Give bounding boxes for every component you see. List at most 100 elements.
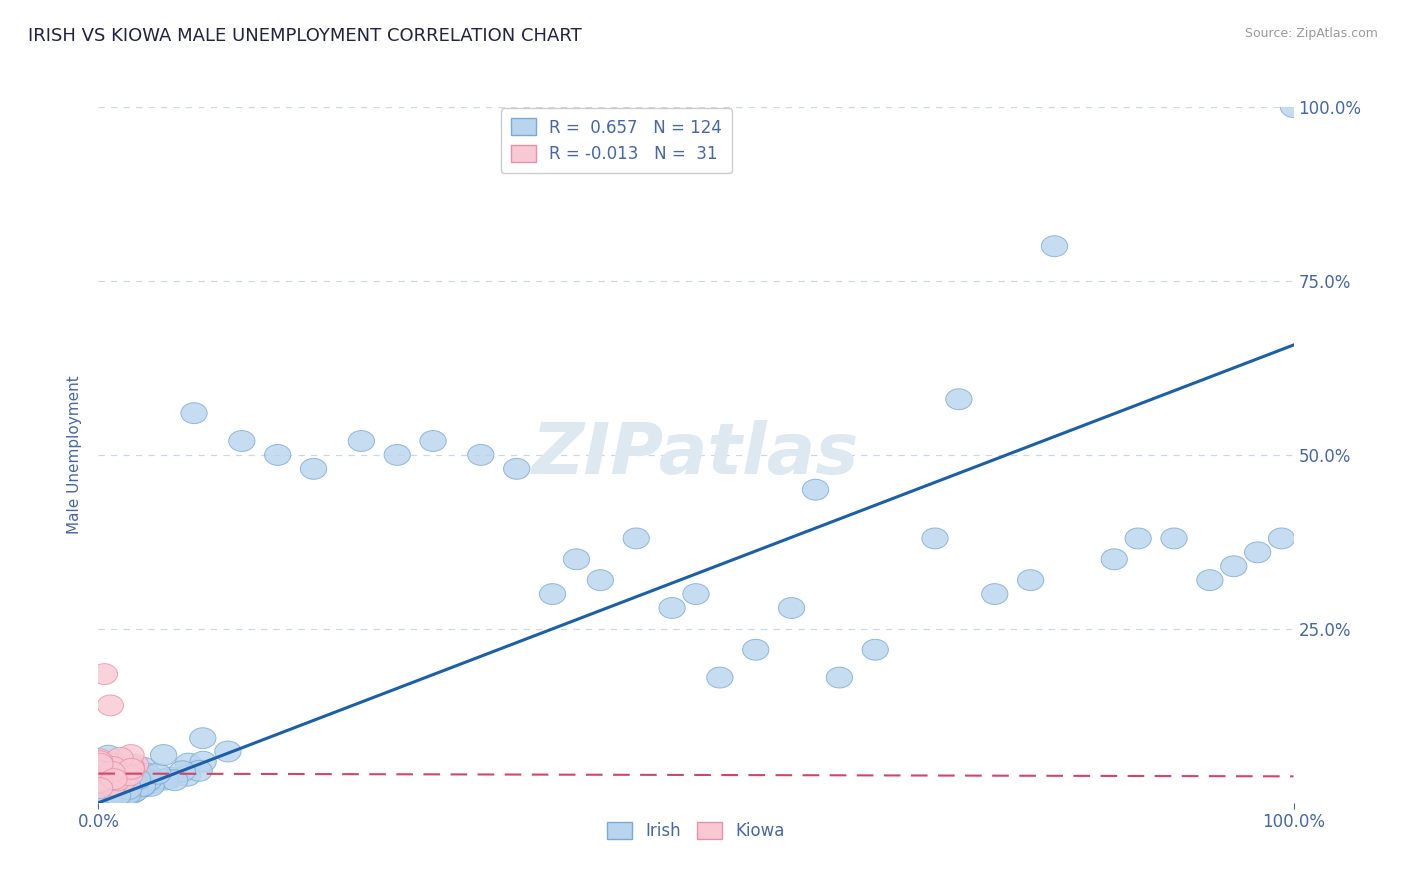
Ellipse shape <box>87 788 114 809</box>
Ellipse shape <box>101 754 127 774</box>
Ellipse shape <box>112 784 139 805</box>
Ellipse shape <box>138 775 165 797</box>
Ellipse shape <box>468 444 494 466</box>
Ellipse shape <box>683 583 709 605</box>
Ellipse shape <box>103 780 129 801</box>
Ellipse shape <box>264 444 291 466</box>
Ellipse shape <box>125 766 150 787</box>
Ellipse shape <box>803 479 828 500</box>
Ellipse shape <box>117 764 143 786</box>
Ellipse shape <box>104 770 131 791</box>
Ellipse shape <box>112 780 139 802</box>
Ellipse shape <box>90 775 117 797</box>
Ellipse shape <box>153 769 179 790</box>
Ellipse shape <box>96 753 122 773</box>
Ellipse shape <box>118 759 145 780</box>
Ellipse shape <box>827 667 852 688</box>
Ellipse shape <box>1018 570 1043 591</box>
Ellipse shape <box>115 779 142 799</box>
Ellipse shape <box>91 754 118 774</box>
Ellipse shape <box>190 728 217 748</box>
Ellipse shape <box>301 458 326 479</box>
Ellipse shape <box>105 784 132 805</box>
Ellipse shape <box>136 770 162 790</box>
Ellipse shape <box>103 785 128 805</box>
Ellipse shape <box>112 776 139 797</box>
Ellipse shape <box>91 664 118 684</box>
Ellipse shape <box>98 772 125 792</box>
Ellipse shape <box>96 745 121 766</box>
Ellipse shape <box>120 782 146 803</box>
Ellipse shape <box>157 767 183 788</box>
Ellipse shape <box>150 745 177 765</box>
Ellipse shape <box>107 772 134 792</box>
Ellipse shape <box>384 444 411 466</box>
Ellipse shape <box>229 431 254 451</box>
Ellipse shape <box>97 786 124 806</box>
Ellipse shape <box>114 784 141 805</box>
Ellipse shape <box>97 695 124 715</box>
Ellipse shape <box>1125 528 1152 549</box>
Text: ZIPatlas: ZIPatlas <box>533 420 859 490</box>
Ellipse shape <box>89 786 115 806</box>
Ellipse shape <box>108 782 135 804</box>
Ellipse shape <box>186 760 212 781</box>
Ellipse shape <box>98 781 125 803</box>
Ellipse shape <box>97 779 122 799</box>
Ellipse shape <box>97 767 124 788</box>
Ellipse shape <box>174 765 201 786</box>
Ellipse shape <box>89 781 114 803</box>
Ellipse shape <box>93 783 118 804</box>
Ellipse shape <box>94 760 121 780</box>
Ellipse shape <box>87 759 114 780</box>
Ellipse shape <box>104 785 131 806</box>
Y-axis label: Male Unemployment: Male Unemployment <box>67 376 83 534</box>
Ellipse shape <box>87 789 114 810</box>
Ellipse shape <box>98 788 125 809</box>
Ellipse shape <box>87 751 112 772</box>
Ellipse shape <box>946 389 972 409</box>
Ellipse shape <box>115 756 142 777</box>
Ellipse shape <box>129 776 156 797</box>
Ellipse shape <box>91 783 118 804</box>
Ellipse shape <box>91 773 118 794</box>
Ellipse shape <box>96 762 122 782</box>
Ellipse shape <box>1197 570 1223 591</box>
Ellipse shape <box>1042 235 1067 257</box>
Text: IRISH VS KIOWA MALE UNEMPLOYMENT CORRELATION CHART: IRISH VS KIOWA MALE UNEMPLOYMENT CORRELA… <box>28 27 582 45</box>
Ellipse shape <box>1101 549 1128 570</box>
Ellipse shape <box>114 767 139 788</box>
Ellipse shape <box>89 756 115 777</box>
Ellipse shape <box>90 771 115 791</box>
Ellipse shape <box>91 767 117 788</box>
Ellipse shape <box>87 754 112 774</box>
Ellipse shape <box>100 787 125 808</box>
Ellipse shape <box>91 765 118 787</box>
Ellipse shape <box>742 640 769 660</box>
Ellipse shape <box>98 761 125 782</box>
Ellipse shape <box>181 402 207 424</box>
Ellipse shape <box>96 789 122 809</box>
Ellipse shape <box>90 784 117 805</box>
Ellipse shape <box>118 779 143 800</box>
Text: Source: ZipAtlas.com: Source: ZipAtlas.com <box>1244 27 1378 40</box>
Ellipse shape <box>922 528 948 549</box>
Ellipse shape <box>134 764 160 784</box>
Ellipse shape <box>90 780 117 800</box>
Ellipse shape <box>135 772 160 793</box>
Ellipse shape <box>91 765 118 787</box>
Ellipse shape <box>100 756 127 777</box>
Ellipse shape <box>190 751 217 772</box>
Ellipse shape <box>91 788 118 808</box>
Ellipse shape <box>707 667 733 688</box>
Ellipse shape <box>107 747 134 768</box>
Ellipse shape <box>101 769 127 789</box>
Ellipse shape <box>564 549 589 570</box>
Ellipse shape <box>107 784 134 805</box>
Ellipse shape <box>176 753 201 774</box>
Ellipse shape <box>779 598 804 618</box>
Ellipse shape <box>169 761 195 781</box>
Ellipse shape <box>122 780 149 801</box>
Ellipse shape <box>87 791 112 813</box>
Ellipse shape <box>107 773 134 794</box>
